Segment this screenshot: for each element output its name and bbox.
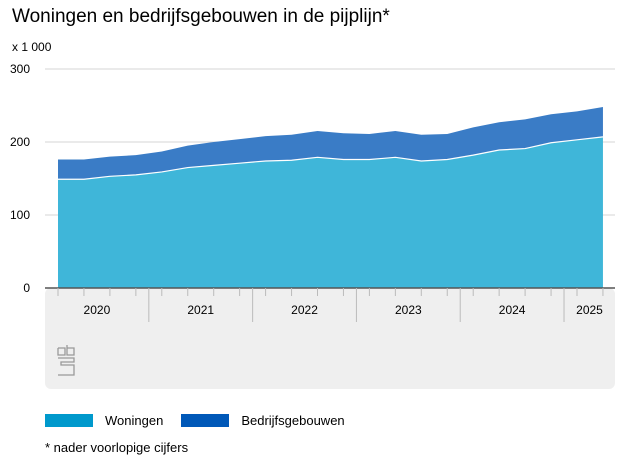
y-tick-label: 100 — [10, 208, 30, 222]
legend-swatch-bedrijfsgebouwen — [181, 414, 230, 427]
chart-title: Woningen en bedrijfsgebouwen in de pijpl… — [12, 6, 390, 27]
legend-item-bedrijfsgebouwen[interactable]: Bedrijfsgebouwen — [181, 413, 345, 428]
legend-item-woningen[interactable]: Woningen — [45, 413, 163, 428]
woningen-line — [58, 136, 604, 180]
legend: Woningen Bedrijfsgebouwen — [45, 413, 345, 428]
y-tick-label: 200 — [10, 135, 30, 149]
x-year-label: 2020 — [84, 303, 111, 317]
area-woningen — [58, 136, 603, 288]
legend-swatch-woningen — [45, 414, 93, 427]
cbs-logo — [57, 345, 75, 376]
unit-label: x 1 000 — [12, 40, 52, 54]
x-year-label: 2021 — [187, 303, 214, 317]
x-year-label: 2022 — [291, 303, 318, 317]
x-axis-panel — [45, 288, 615, 389]
footnote: * nader voorlopige cijfers — [45, 440, 189, 455]
legend-label: Woningen — [105, 413, 164, 428]
area-bedrijfsgebouwen — [58, 106, 603, 180]
x-year-label: 2023 — [395, 303, 422, 317]
y-tick-label: 0 — [23, 281, 30, 295]
x-year-label: 2024 — [499, 303, 526, 317]
legend-label: Bedrijfsgebouwen — [241, 413, 345, 428]
y-tick-label: 300 — [10, 62, 30, 76]
x-year-label: 2025 — [576, 303, 603, 317]
